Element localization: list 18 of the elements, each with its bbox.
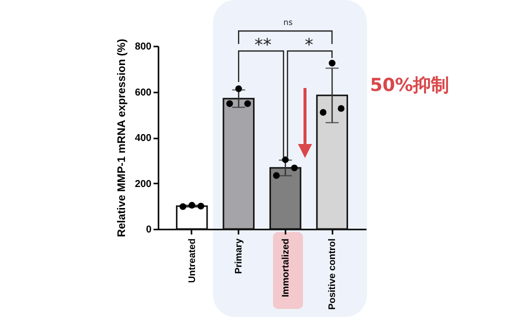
bar — [176, 205, 208, 230]
x-tick-label: Primary — [234, 238, 245, 274]
x-tick-label: Immortalized — [280, 238, 292, 298]
y-tick-label: 200 — [134, 178, 152, 190]
text: 50%抑制 — [370, 74, 450, 96]
y-tick-label: 400 — [134, 133, 152, 144]
text: ns — [283, 18, 293, 28]
annotation: * — [304, 36, 314, 56]
y-tick-label: 0 — [146, 224, 152, 236]
bar — [269, 167, 302, 230]
y-tick-label: 600 — [134, 87, 152, 98]
annotation: ** — [254, 36, 272, 56]
y-tick-label: 800 — [134, 42, 152, 52]
x-tick-label: Untreated — [186, 238, 198, 283]
bar — [222, 98, 255, 230]
bar — [316, 94, 348, 230]
y-axis-title: Relative MMP-1 mRNA expression (%) — [116, 38, 128, 238]
x-tick-label: Positive control — [327, 238, 338, 310]
